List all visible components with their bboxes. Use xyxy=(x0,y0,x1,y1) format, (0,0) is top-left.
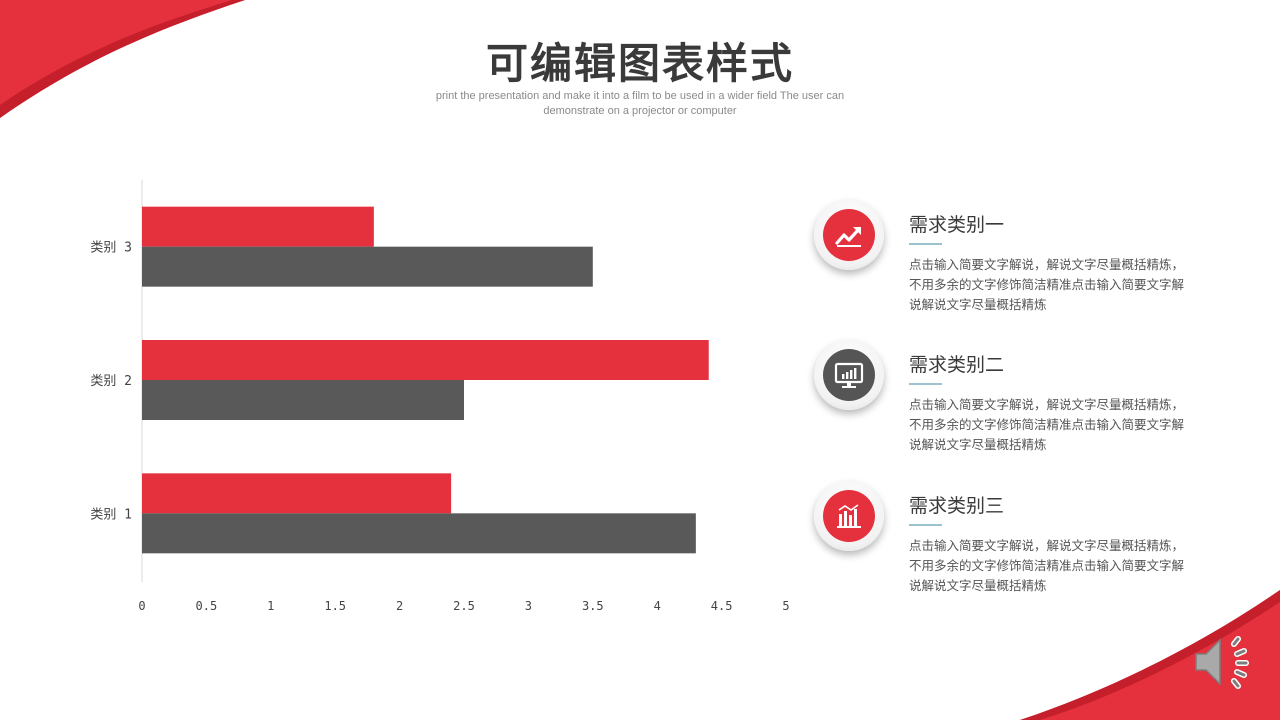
bar-series2-cat1 xyxy=(142,513,696,554)
x-tick-label: 4.5 xyxy=(711,599,733,613)
trend-up-icon xyxy=(835,227,861,247)
icon-badge xyxy=(814,481,884,551)
category-label: 类别 2 xyxy=(90,374,132,389)
x-tick-label: 0 xyxy=(138,599,145,613)
bar-series2-cat2 xyxy=(142,380,464,420)
item-description: 点击输入简要文字解说，解说文字尽量概括精炼，不用多余的文字修饰简洁精准点击输入简… xyxy=(909,538,1185,593)
info-item-2: 需求类别二 点击输入简要文字解说，解说文字尽量概括精炼，不用多余的文字修饰简洁精… xyxy=(812,340,1212,460)
x-tick-label: 3.5 xyxy=(582,599,604,613)
x-tick-label: 1.5 xyxy=(324,599,346,613)
title-underline xyxy=(909,243,942,245)
icon-badge xyxy=(814,340,884,410)
x-tick-label: 4 xyxy=(654,599,661,613)
page-subtitle: print the presentation and make it into … xyxy=(435,90,845,117)
icon-badge xyxy=(814,200,884,270)
item-title: 需求类别三 xyxy=(909,495,1005,517)
x-tick-label: 2.5 xyxy=(453,599,475,613)
bar-series2-cat3 xyxy=(142,246,593,287)
info-item-3: 需求类别三 点击输入简要文字解说，解说文字尽量概括精炼，不用多余的文字修饰简洁精… xyxy=(812,481,1212,601)
bar-chart: 类别 1 类别 2 类别 3 0 0.5 1 1.5 2 2.5 3 3.5 4 4.5 5 xyxy=(90,180,790,613)
bar-chart-icon xyxy=(837,504,861,528)
x-tick-label: 5 xyxy=(782,599,789,613)
category-label: 类别 1 xyxy=(90,507,132,522)
item-description: 点击输入简要文字解说，解说文字尽量概括精炼，不用多余的文字修饰简洁精准点击输入简… xyxy=(909,257,1185,312)
x-tick-label: 0.5 xyxy=(196,599,218,613)
item-description: 点击输入简要文字解说，解说文字尽量概括精炼，不用多余的文字修饰简洁精准点击输入简… xyxy=(909,397,1185,452)
title-underline xyxy=(909,383,942,385)
title-underline xyxy=(909,524,942,526)
info-item-1: 需求类别一 点击输入简要文字解说，解说文字尽量概括精炼，不用多余的文字修饰简洁精… xyxy=(812,200,1212,320)
x-tick-label: 1 xyxy=(267,599,274,613)
item-title: 需求类别二 xyxy=(909,354,1005,376)
speaker-icon[interactable] xyxy=(1190,630,1254,694)
bar-series1-cat2 xyxy=(142,340,709,380)
page-title: 可编辑图表样式 xyxy=(485,39,794,88)
x-tick-label: 3 xyxy=(525,599,532,613)
monitor-chart-icon xyxy=(834,362,864,388)
bar-series1-cat3 xyxy=(142,206,374,247)
category-label: 类别 3 xyxy=(90,241,132,256)
bar-series1-cat1 xyxy=(142,473,452,514)
item-title: 需求类别一 xyxy=(909,214,1005,236)
x-tick-label: 2 xyxy=(396,599,403,613)
